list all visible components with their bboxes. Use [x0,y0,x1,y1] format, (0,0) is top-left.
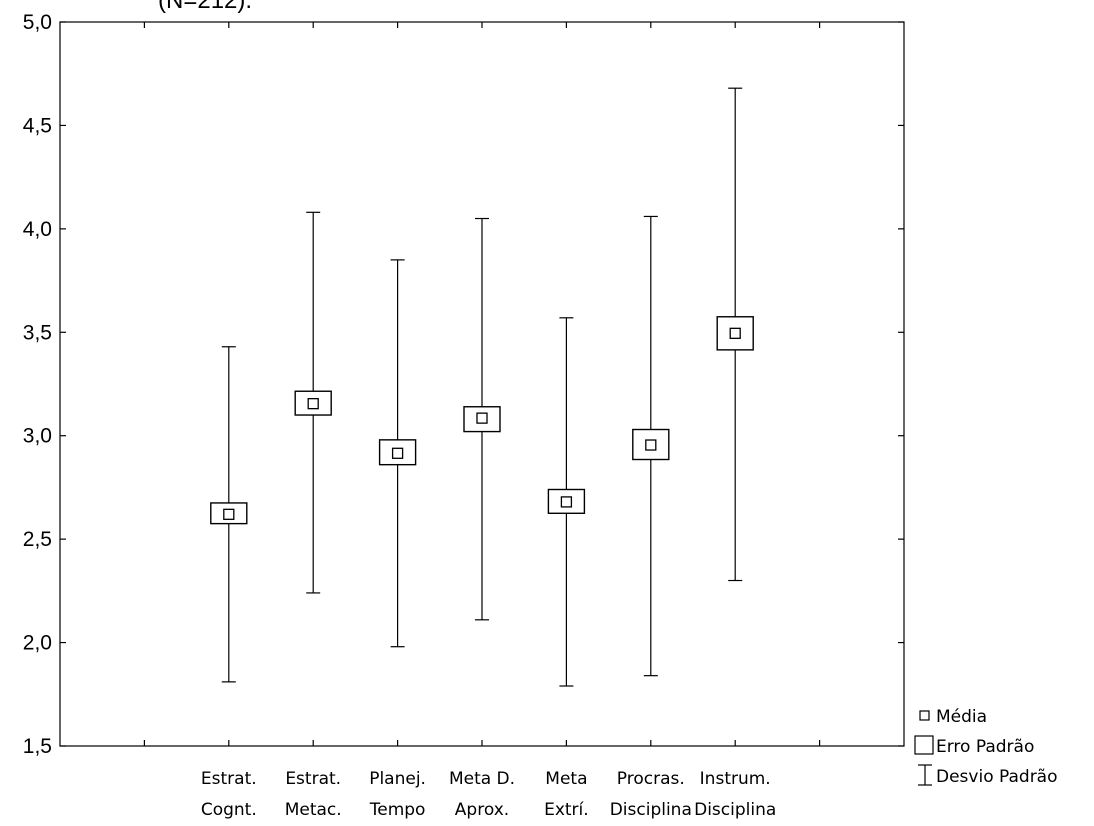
legend-se-symbol [914,735,934,755]
x-category-label: Aprox. [455,800,509,820]
x-category-label: Meta [545,769,587,789]
category-mark-group [463,217,501,621]
mean-marker [307,398,319,410]
category-mark-group [378,259,417,648]
y-tick-label: 5,0 [23,11,52,34]
x-category-label: Tempo [369,800,426,820]
category-mark-group [210,346,248,683]
x-category-label: Planej. [369,769,426,789]
y-tick-label: 1,5 [23,735,52,758]
mean-marker [729,327,741,339]
category-mark-group [294,211,332,594]
x-category-label: Metac. [285,800,342,820]
category-mark-group [716,87,754,582]
legend: Média Erro Padrão Desvio Padrão [914,707,1058,787]
mean-marker [476,412,488,424]
x-category-label: Estrat. [285,769,341,789]
x-category-label: Estrat. [201,769,257,789]
x-category-label: Disciplina [610,800,692,820]
x-category-label: Meta D. [449,769,515,789]
legend-mean-label: Média [936,707,987,727]
mean-marker [645,439,657,451]
y-tick-label: 4,0 [23,218,52,241]
mean-marker [560,496,573,508]
x-category-label: Instrum. [700,769,771,789]
y-tick-label: 3,5 [23,321,52,344]
legend-sd-symbol [918,764,932,786]
x-category-label: Disciplina [694,800,776,820]
plot-marks [210,87,754,687]
category-mark-group [547,317,586,687]
x-category-label: Cognt. [201,800,257,820]
y-tick-label: 2,0 [23,632,52,655]
x-category-label: Procras. [617,769,685,789]
y-tick-label: 2,5 [23,528,52,551]
x-axis: Estrat. Cognt. Estrat. Metac. Planej. Tempo Me… [143,22,821,820]
y-axis: 1,5 2,0 2,5 3,0 3,5 4,0 4,5 5,0 [23,11,904,758]
chart-title-fragment: (N=212). [158,0,252,14]
y-tick-label: 4,5 [23,114,52,137]
x-category-label: Extrí. [544,800,589,820]
legend-sd-label: Desvio Padrão [936,767,1058,787]
mean-marker [391,447,404,459]
legend-se-label: Erro Padrão [936,737,1034,757]
mean-marker [223,508,235,520]
legend-mean-symbol [919,710,930,721]
category-mark-group [632,215,670,677]
y-tick-label: 3,0 [23,425,52,448]
